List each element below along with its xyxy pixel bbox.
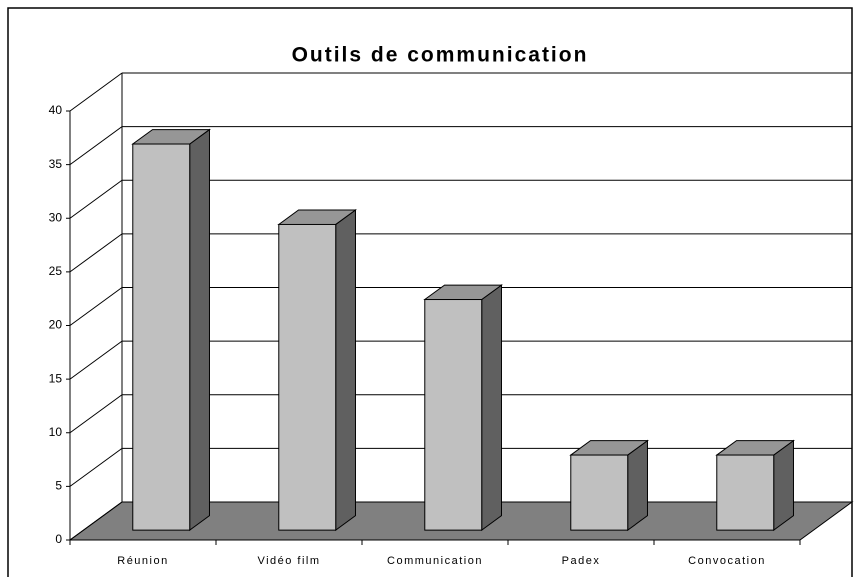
x-tick-label: Padex	[562, 555, 601, 567]
y-tick-label: 15	[49, 371, 63, 385]
bar	[132, 143, 191, 531]
grid-line	[69, 126, 123, 166]
y-tick-label: 10	[49, 425, 63, 439]
grid-line	[69, 340, 123, 380]
x-tick-label: Convocation	[688, 555, 766, 567]
grid-line	[69, 447, 123, 487]
grid-line	[69, 501, 123, 541]
y-tick-label: 25	[49, 264, 63, 278]
bar	[278, 223, 337, 531]
grid-line	[69, 233, 123, 273]
bar-side	[481, 284, 502, 532]
bar-side	[627, 439, 648, 532]
bar-side	[335, 209, 356, 532]
y-tick-label: 20	[49, 318, 63, 332]
bar	[716, 454, 775, 531]
x-tick-label: Communication	[387, 555, 483, 567]
grid-line	[69, 179, 123, 219]
y-tick-label: 5	[55, 479, 62, 493]
y-tick-label: 40	[49, 103, 63, 117]
y-tick-label: 30	[49, 210, 63, 224]
grid-line	[69, 287, 123, 326]
bar	[570, 454, 629, 531]
bar-side	[773, 439, 794, 532]
bar	[424, 299, 483, 531]
y-tick-label: 35	[49, 157, 63, 171]
x-tick-label: Vidéo film	[257, 555, 320, 567]
grid-line	[69, 72, 123, 112]
y-tick-label: 0	[55, 532, 62, 546]
grid-line	[69, 394, 123, 434]
bar-side	[189, 128, 210, 532]
x-tick-label: Réunion	[117, 555, 168, 567]
chart-title: Outils de communication	[292, 44, 589, 67]
